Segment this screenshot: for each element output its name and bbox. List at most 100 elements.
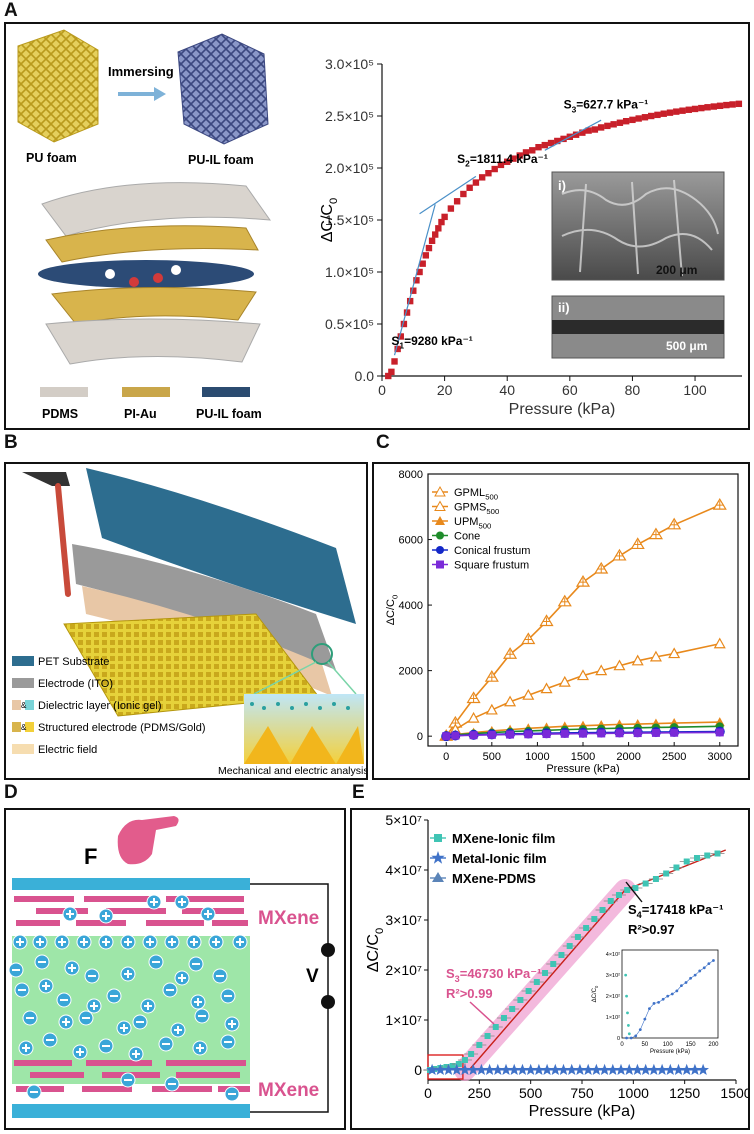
marker-gpms	[595, 664, 608, 676]
x-tick-label: 1500	[571, 751, 595, 763]
x-tick-label: 40	[499, 382, 515, 398]
data-point	[560, 135, 567, 143]
legend-field: Electric field	[38, 744, 97, 756]
data-point	[729, 101, 736, 108]
legend-label-4: Conical frustum	[454, 545, 530, 557]
inset-point-mxene	[627, 1032, 631, 1036]
data-point	[438, 218, 445, 226]
scale-bar-i-label: 200 μm	[656, 263, 697, 277]
marker-gpms	[467, 711, 480, 723]
data-point-mxene-ionic	[542, 970, 549, 976]
data-point	[541, 141, 548, 149]
y-tick-label: 0	[414, 1062, 422, 1078]
legend-swatch-ito	[12, 678, 34, 688]
marker-gpms	[613, 659, 626, 671]
data-point	[591, 126, 599, 133]
y-tick-label: 1.5×10⁵	[325, 212, 374, 228]
data-point	[679, 107, 686, 114]
fit-line-s2	[419, 175, 477, 215]
data-point-mxene-ionic	[607, 898, 614, 904]
data-point	[610, 121, 617, 128]
data-point	[422, 252, 430, 259]
data-point	[547, 139, 555, 147]
data-point-metal-ionic	[524, 1063, 537, 1075]
sem-ii-label: ii)	[558, 300, 570, 315]
y-tick-label: 0.0	[355, 368, 375, 384]
sem-i-label: i)	[558, 178, 566, 193]
x-tick-label: 500	[519, 1085, 543, 1101]
data-point-metal-ionic	[508, 1063, 521, 1075]
legend-swatch-ionic	[25, 700, 34, 710]
legend-dielectric: Dielectric layer (Ionic gel)	[38, 700, 161, 712]
data-point-mxene-ionic	[509, 1006, 516, 1012]
marker-gpms	[504, 695, 517, 707]
data-point-metal-ionic	[557, 1063, 570, 1075]
panel-d-figure: F MXene MXene V	[8, 816, 335, 1118]
legend-marker-4	[436, 546, 444, 554]
x-tick-label: 1000	[525, 751, 549, 763]
arrow-right-icon	[118, 87, 166, 101]
y-tick-label: 2000	[399, 666, 423, 678]
mxene-flake	[166, 896, 244, 902]
data-point	[654, 111, 661, 119]
legend-label-2: UPM500	[454, 516, 491, 530]
y-tick-label: 1×10⁷	[385, 1012, 422, 1028]
data-point	[397, 333, 404, 340]
mxene-flake	[14, 896, 74, 902]
annotation-s3-arrow	[469, 1001, 495, 1025]
force-label: F	[84, 844, 97, 869]
inset-point	[634, 1034, 638, 1038]
mxene-flake	[106, 908, 166, 914]
mxene-flake	[84, 896, 154, 902]
annotation-s4: S4=17418 kPa⁻¹	[628, 902, 723, 920]
data-point	[579, 129, 586, 136]
data-point	[403, 309, 411, 316]
data-point	[572, 131, 580, 138]
inset-point	[666, 994, 670, 998]
inset-y-tick: 1×10²	[606, 1015, 620, 1021]
legend-pdms: PDMS	[42, 407, 78, 421]
data-point	[435, 225, 442, 232]
data-point	[460, 190, 467, 198]
y-tick-label: 1.0×10⁵	[325, 264, 374, 280]
data-point	[425, 244, 433, 252]
voltage-label: V	[306, 966, 319, 987]
data-point-metal-ionic	[631, 1063, 644, 1075]
data-point-mxene-ionic	[558, 952, 565, 958]
mxene-flake	[82, 1086, 132, 1092]
marker-gpms	[668, 647, 681, 659]
mxene-flake	[152, 1086, 212, 1092]
data-point-metal-ionic	[467, 1063, 480, 1075]
data-point-metal-ionic	[533, 1063, 545, 1075]
data-point-metal-ionic	[664, 1063, 677, 1075]
data-point	[453, 198, 461, 205]
inset-point	[698, 969, 702, 973]
chart-e: 0 250 500 750 1000 1250 150001×10⁷2×10⁷3×10⁷4×…	[365, 812, 748, 1120]
data-point-mxene-ionic	[591, 916, 598, 922]
annotation-s4-r2: R²>0.97	[628, 922, 675, 937]
mxene-flake	[76, 920, 126, 926]
data-point-mxene-ionic	[550, 961, 557, 967]
inset-point	[712, 959, 715, 962]
series-line-0	[445, 504, 721, 737]
legend-marker-3	[436, 531, 444, 540]
zoom-circle-icon	[311, 643, 333, 665]
data-point-metal-ionic	[689, 1063, 701, 1075]
legend-pet: PET Substrate	[38, 656, 109, 668]
marker-square	[524, 730, 533, 739]
marker-square	[542, 730, 551, 739]
marker-square	[615, 729, 624, 738]
data-point	[410, 287, 417, 294]
annotation-s2: S2=1811.4 kPa⁻¹	[457, 152, 548, 169]
data-point	[510, 155, 517, 162]
inset-x-tick: 100	[663, 1042, 674, 1048]
marker-gpms	[558, 675, 571, 687]
data-point	[685, 106, 692, 113]
inset-x-tick: 50	[642, 1042, 649, 1048]
data-point	[698, 104, 705, 112]
data-point-metal-ionic	[442, 1063, 455, 1075]
marker-square	[633, 729, 642, 738]
y-tick-label: 0.5×10⁵	[325, 316, 374, 332]
legend-swatch-pet	[12, 656, 34, 666]
data-point-metal-ionic	[516, 1063, 529, 1075]
